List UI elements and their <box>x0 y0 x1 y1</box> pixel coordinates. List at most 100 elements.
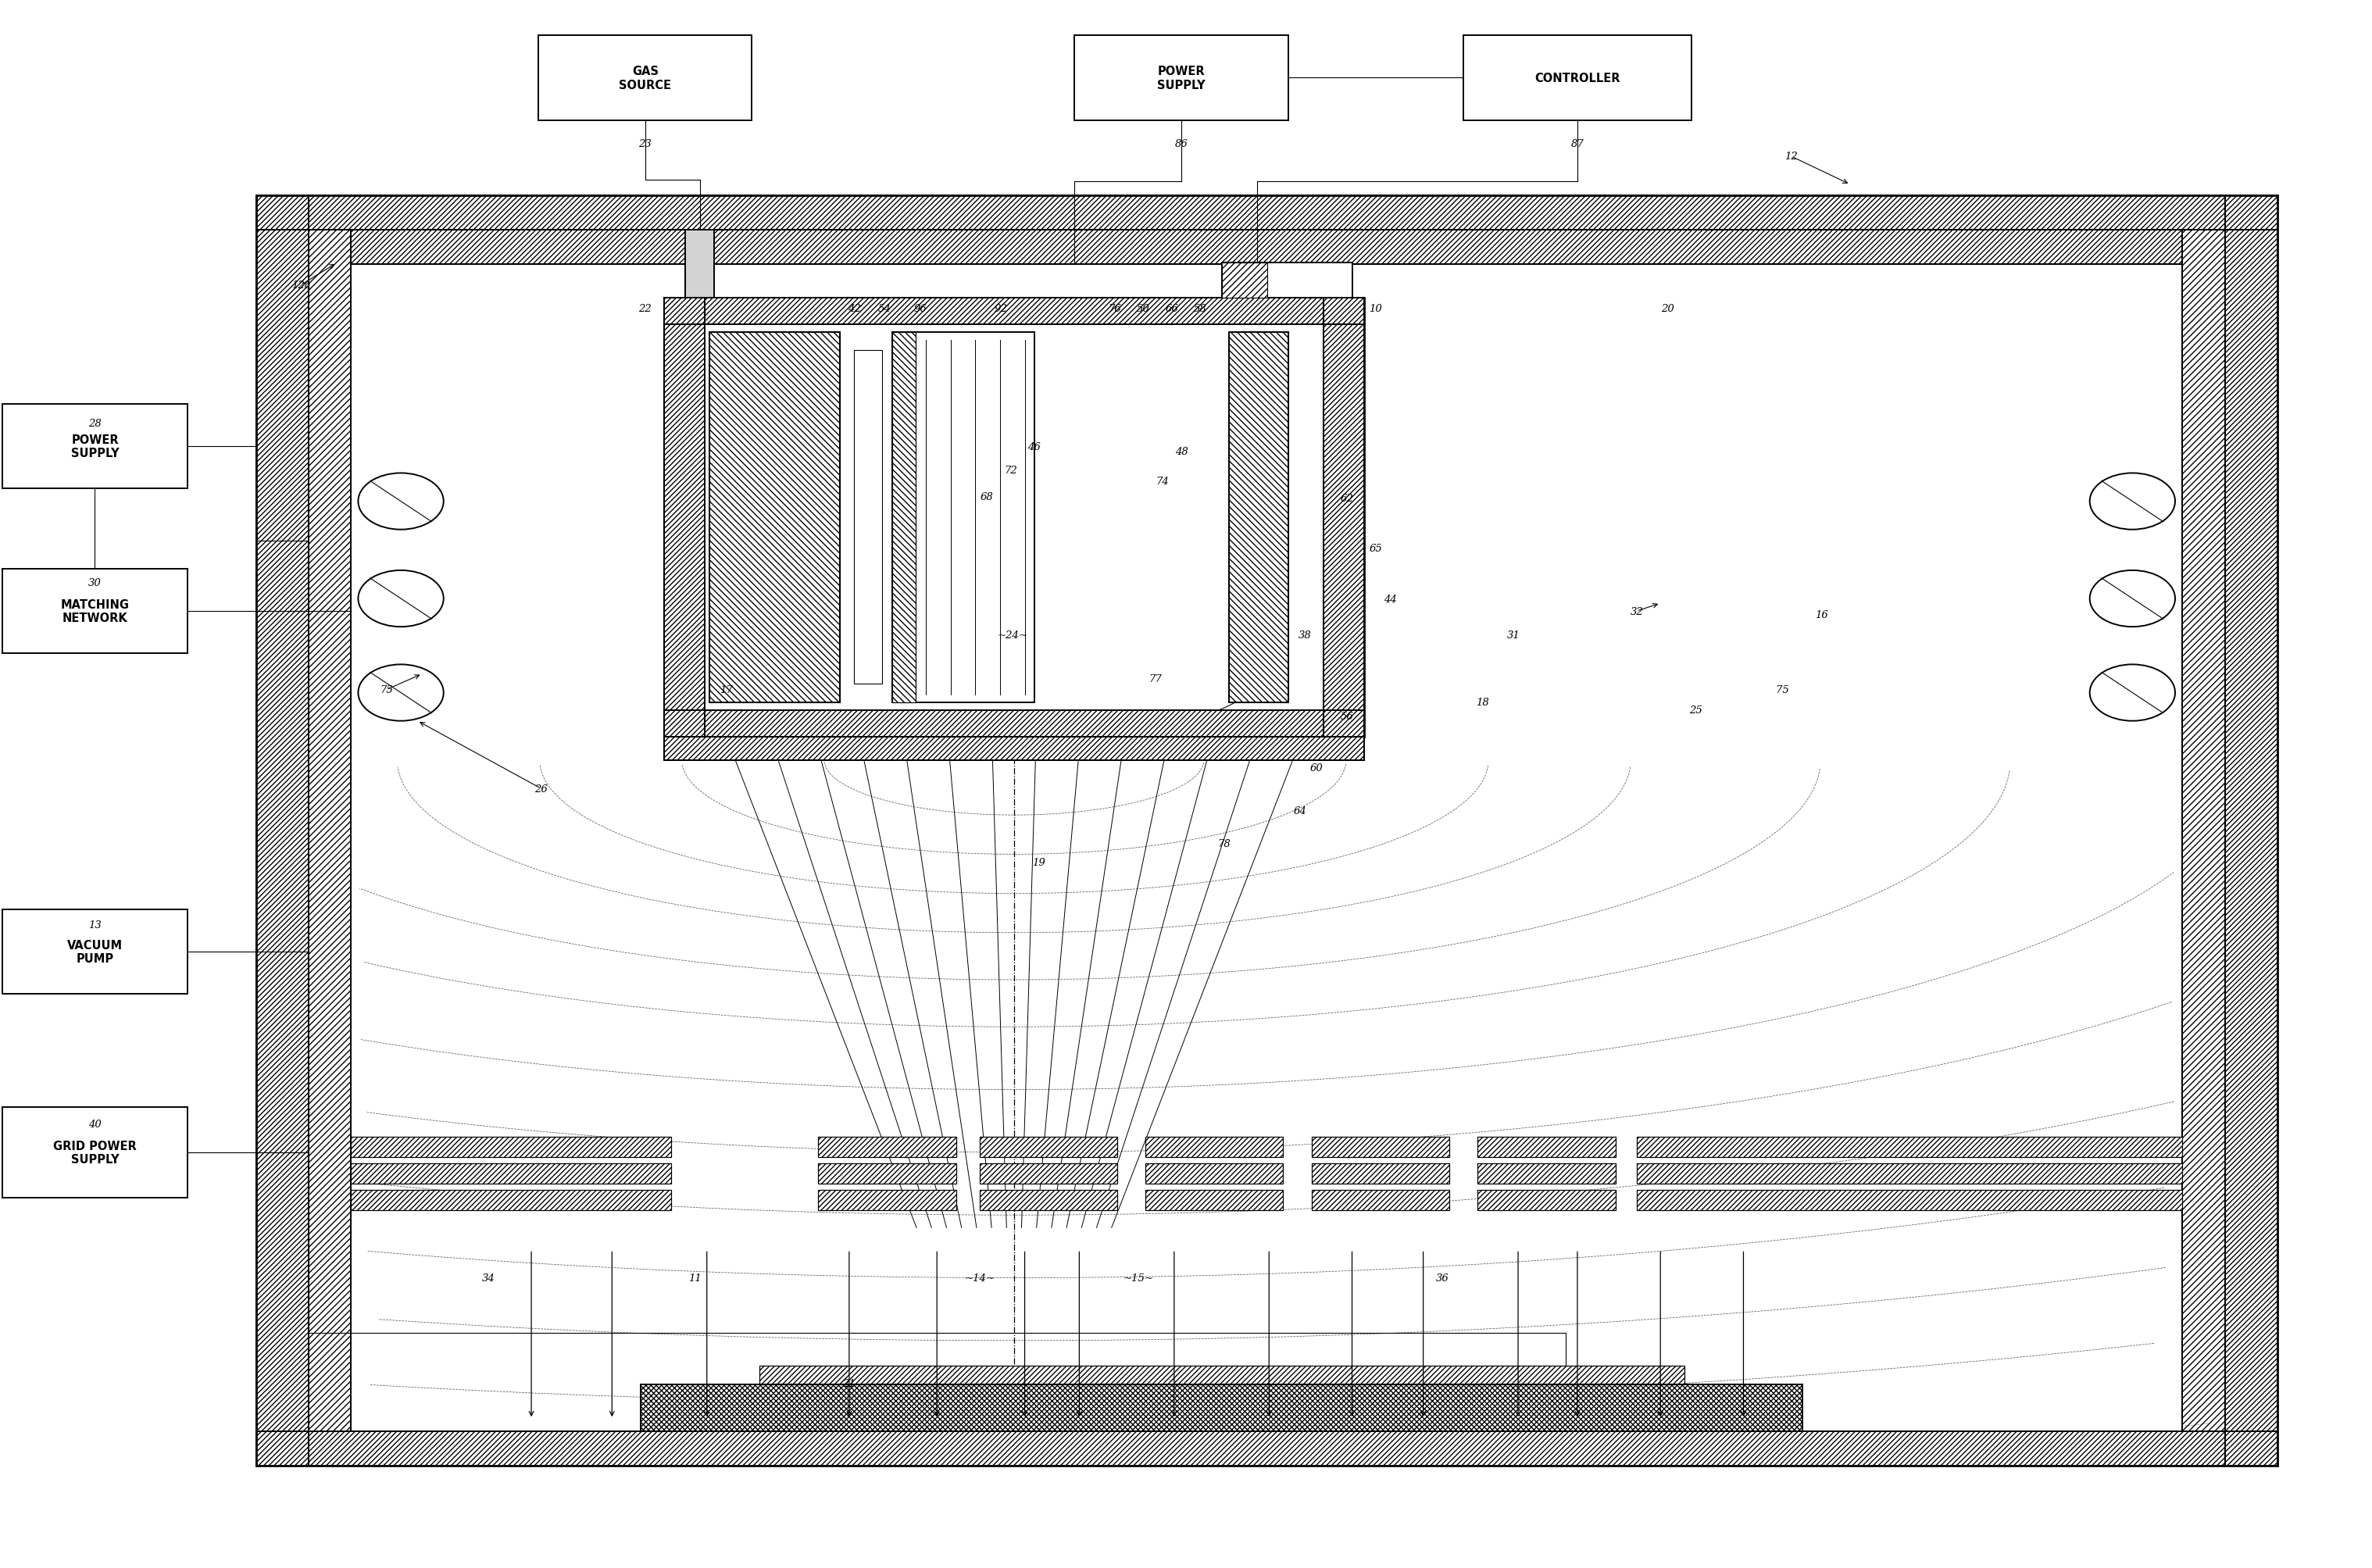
Bar <box>759 1366 1684 1385</box>
Bar <box>2182 230 2225 1432</box>
Bar <box>1637 1190 2182 1210</box>
Bar <box>2182 230 2225 1432</box>
Text: 50: 50 <box>1136 304 1150 314</box>
Bar <box>709 332 840 702</box>
Bar <box>980 1190 1117 1210</box>
Bar <box>1222 263 1352 298</box>
Text: 66: 66 <box>1165 304 1179 314</box>
Bar <box>351 1163 671 1184</box>
Bar <box>1637 1163 2182 1184</box>
Text: 60: 60 <box>1309 764 1324 773</box>
Text: 13: 13 <box>88 920 102 930</box>
Bar <box>1637 1137 2182 1157</box>
Text: 31: 31 <box>1506 630 1520 640</box>
Bar <box>664 737 1364 760</box>
Text: POWER
SUPPLY: POWER SUPPLY <box>71 434 119 459</box>
Bar <box>256 196 308 1466</box>
Bar <box>1312 1190 1449 1210</box>
Text: 48: 48 <box>1174 447 1188 456</box>
Text: 86: 86 <box>1174 140 1188 149</box>
Bar <box>818 1163 956 1184</box>
Text: 19: 19 <box>1032 858 1046 867</box>
Bar <box>1478 1163 1615 1184</box>
Text: 75: 75 <box>380 685 394 695</box>
Bar <box>351 1137 671 1157</box>
Bar <box>256 196 2277 230</box>
Bar <box>1324 298 1364 737</box>
Bar <box>664 298 1364 325</box>
Bar <box>1637 1163 2182 1184</box>
Bar <box>1146 1137 1283 1157</box>
Bar <box>818 1190 956 1210</box>
Text: VACUUM
PUMP: VACUUM PUMP <box>66 939 123 964</box>
Text: 44: 44 <box>1383 594 1397 604</box>
Bar <box>2 909 187 994</box>
Text: 28: 28 <box>88 419 102 428</box>
Bar <box>256 1432 2277 1466</box>
Text: 46: 46 <box>1027 442 1041 452</box>
Bar <box>664 298 704 737</box>
Bar <box>1146 1163 1283 1184</box>
Text: 22: 22 <box>638 304 652 314</box>
Bar <box>664 710 1364 737</box>
Bar <box>1229 332 1288 702</box>
Bar <box>1312 1137 1449 1157</box>
Text: 40: 40 <box>88 1120 102 1129</box>
Bar <box>709 332 840 702</box>
Bar <box>1146 1163 1283 1184</box>
Text: 26: 26 <box>534 784 548 793</box>
Bar <box>1478 1137 1615 1157</box>
Bar <box>256 1432 2277 1466</box>
Bar <box>1229 332 1288 702</box>
Bar <box>1478 1190 1615 1210</box>
Text: 72: 72 <box>1003 466 1018 475</box>
Text: 58: 58 <box>1193 304 1207 314</box>
Bar <box>256 196 2277 230</box>
Bar <box>1637 1137 2182 1157</box>
Bar <box>2 1107 187 1198</box>
Bar <box>892 332 916 702</box>
Text: 16: 16 <box>1815 610 1829 619</box>
Text: CONTROLLER: CONTROLLER <box>1535 72 1620 85</box>
Text: 96: 96 <box>913 304 927 314</box>
Bar <box>1312 1163 1449 1184</box>
Text: 25: 25 <box>1689 706 1703 715</box>
Text: 75: 75 <box>1777 685 1791 695</box>
Text: 10: 10 <box>1369 304 1383 314</box>
Text: 74: 74 <box>1155 477 1169 486</box>
Text: 23: 23 <box>638 140 652 149</box>
Bar <box>1146 1190 1283 1210</box>
Bar <box>351 1190 671 1210</box>
Bar <box>351 1137 671 1157</box>
Text: ~24~: ~24~ <box>999 630 1027 640</box>
Text: 42: 42 <box>847 304 861 314</box>
Bar <box>980 1137 1117 1157</box>
Bar <box>1478 1190 1615 1210</box>
Text: POWER
SUPPLY: POWER SUPPLY <box>1158 66 1205 91</box>
Text: 32: 32 <box>1630 607 1644 616</box>
Bar <box>759 1366 1684 1385</box>
Bar <box>538 36 752 121</box>
Text: 21: 21 <box>842 1378 856 1388</box>
Bar <box>980 1163 1117 1184</box>
Text: 17: 17 <box>719 685 733 695</box>
Bar <box>1222 263 1267 298</box>
Bar <box>686 230 714 298</box>
Text: 87: 87 <box>1570 140 1584 149</box>
Text: ~14~: ~14~ <box>965 1273 994 1283</box>
Bar <box>980 1163 1117 1184</box>
Text: 65: 65 <box>1369 544 1383 554</box>
Bar <box>980 1137 1117 1157</box>
Bar <box>351 1163 671 1184</box>
Bar <box>1146 1137 1283 1157</box>
Bar <box>664 737 1364 760</box>
Bar <box>351 230 2182 265</box>
Text: 62: 62 <box>1340 494 1354 503</box>
Bar <box>818 1137 956 1157</box>
Text: 76: 76 <box>1108 304 1122 314</box>
Bar <box>640 1385 1803 1432</box>
Bar <box>308 230 351 1432</box>
Bar <box>664 298 1364 325</box>
Bar <box>1312 1190 1449 1210</box>
Bar <box>1478 1137 1615 1157</box>
